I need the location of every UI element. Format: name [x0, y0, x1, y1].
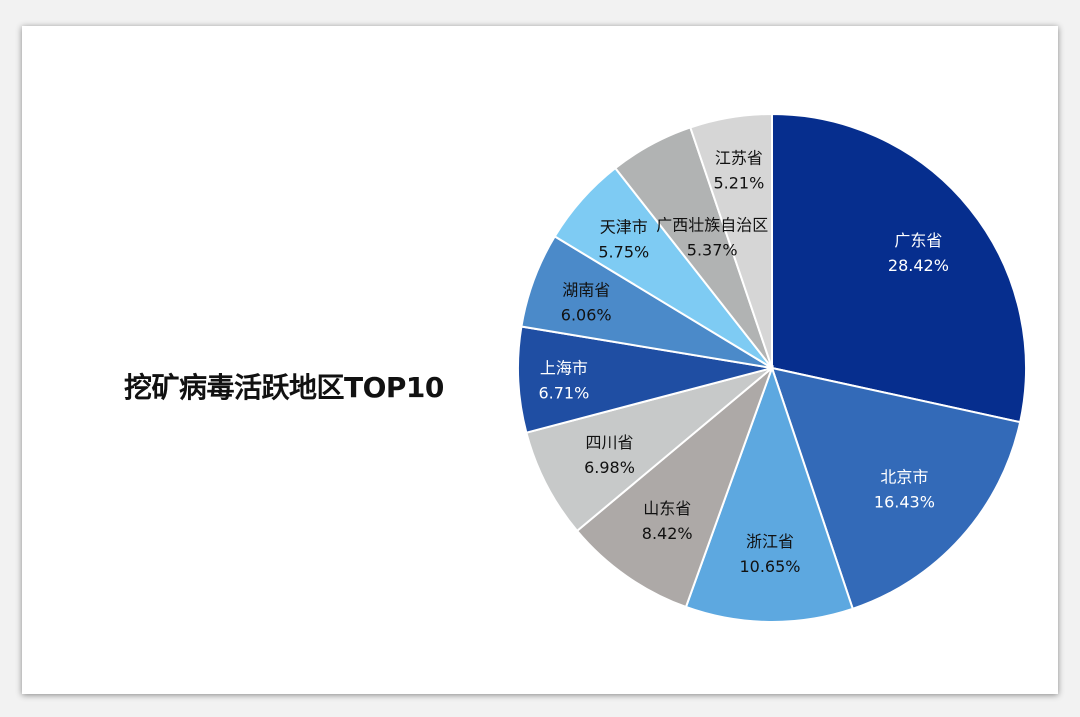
slice-label-2: 北京市 [880, 468, 928, 487]
pie-slice-1 [771, 112, 1027, 424]
pie-slice-6 [517, 325, 773, 434]
slice-label-8: 天津市 [600, 218, 648, 237]
chart-card: 挖矿病毒活跃地区TOP10 广东省 28.42% 北京市 16.43% 浙江省 10.65… [22, 26, 1058, 694]
slice-value-10: 5.21% [713, 174, 764, 193]
slice-value-6: 6.71% [538, 384, 589, 403]
slice-label-10: 江苏省 [715, 149, 763, 168]
slice-value-4: 8.42% [642, 524, 693, 543]
pie-slice-5 [525, 367, 773, 533]
slice-value-1: 28.42% [888, 256, 949, 275]
slice-label-1: 广东省 [894, 231, 942, 250]
pie-slice-10 [689, 112, 773, 369]
pie-chart: 广东省 28.42% 北京市 16.43% 浙江省 10.65% 山东省 8.42% 四川省 6.… [517, 112, 1027, 623]
pie-slice-4 [575, 364, 775, 609]
slice-label-7: 湖南省 [562, 280, 610, 299]
slice-value-5: 6.98% [584, 458, 635, 477]
slice-label-6: 上海市 [540, 359, 588, 378]
slice-label-3: 浙江省 [746, 532, 794, 551]
pie-slice-2 [770, 366, 1022, 611]
slice-value-3: 10.65% [739, 557, 800, 576]
pie-slice-3 [684, 364, 855, 623]
slice-label-4: 山东省 [643, 499, 691, 518]
slice-label-5: 四川省 [585, 433, 633, 452]
slice-value-9: 5.37% [687, 241, 738, 260]
slice-value-7: 6.06% [561, 305, 612, 324]
slice-label-9: 广西壮族自治区 [656, 216, 768, 235]
slice-value-8: 5.75% [598, 243, 649, 262]
chart-title: 挖矿病毒活跃地区TOP10 [124, 371, 444, 404]
slice-value-2: 16.43% [874, 493, 935, 512]
